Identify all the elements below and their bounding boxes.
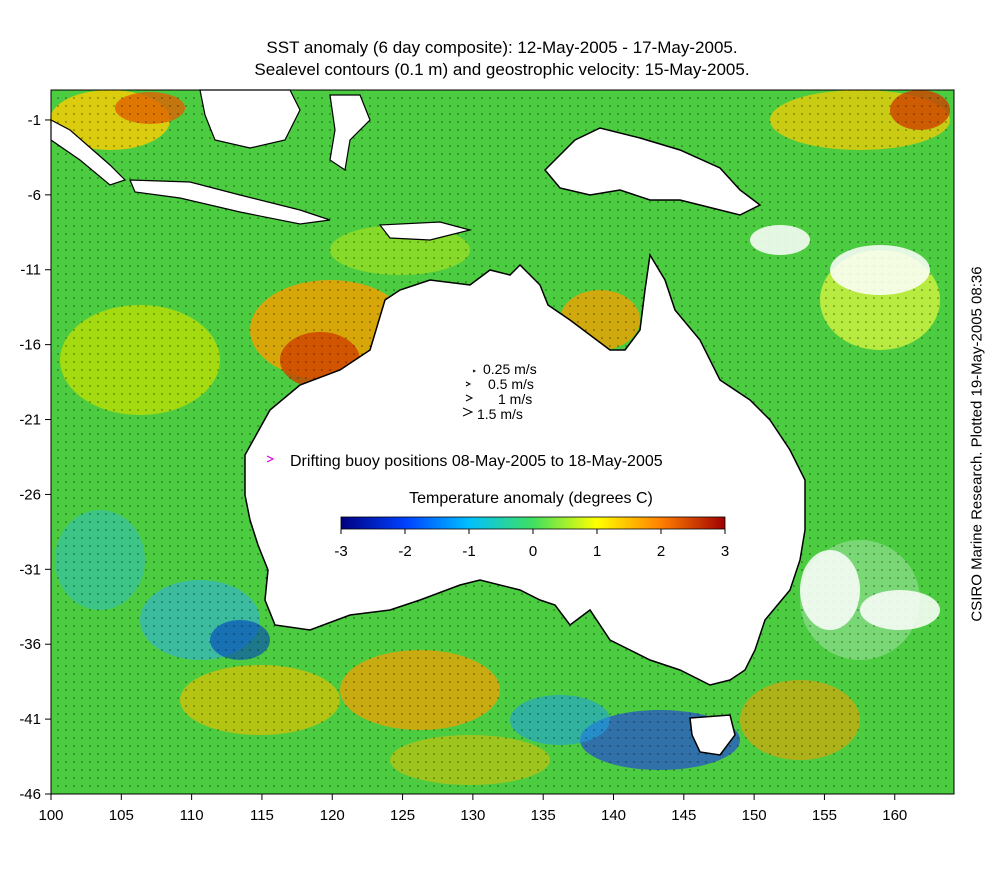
y-tick-label: -36 [19, 636, 41, 653]
buoy-marker-icon [266, 455, 275, 463]
x-tick-label: 140 [601, 807, 626, 824]
colorbar-tick-label: -2 [398, 543, 411, 560]
x-tick-label: 135 [531, 807, 556, 824]
x-tick-label: 100 [38, 807, 63, 824]
colorbar-tick-label: 1 [593, 543, 601, 560]
y-axis: -1 -6 -11 -16 -21 -26 -31 -36 -41 -46 [19, 112, 51, 803]
colorbar-tick-label: -1 [462, 543, 475, 560]
x-tick-label: 110 [180, 807, 204, 824]
velocity-arrow-icon-1 [472, 369, 477, 373]
x-tick-label: 155 [812, 807, 837, 824]
colorbar-ticks: -3 -2 -1 0 1 2 3 [334, 529, 729, 560]
buoy-legend-label: Drifting buoy positions 08-May-2005 to 1… [290, 453, 663, 470]
y-tick-label: -11 [20, 262, 41, 279]
credit-text-wrapper: CSIRO Marine Research. Plotted 19-May-20… [969, 266, 987, 621]
colorbar: Temperature anomaly (degrees C) -3 -2 -1 0 1… [334, 490, 729, 560]
y-tick-label: -26 [19, 486, 41, 503]
map-title-line1: SST anomaly (6 day composite): 12-May-20… [266, 38, 738, 57]
velocity-arrow-icon-3 [465, 394, 474, 402]
map-title-line2: Sealevel contours (0.1 m) and geostrophi… [254, 60, 750, 79]
y-tick-label: -6 [28, 187, 41, 204]
colorbar-tick-label: -3 [334, 543, 347, 560]
plot-area [50, 89, 955, 795]
buoy-legend: Drifting buoy positions 08-May-2005 to 1… [266, 453, 663, 470]
sulawesi-landmass [329, 94, 371, 172]
velocity-key-label-4: 1.5 m/s [477, 406, 523, 422]
y-tick-label: -31 [19, 561, 41, 578]
velocity-arrow-icon-4 [462, 407, 474, 417]
colorbar-tick-label: 3 [721, 543, 729, 560]
colorbar-tick-label: 2 [657, 543, 665, 560]
velocity-key: 0.25 m/s 0.5 m/s 1 m/s 1.5 m/s [462, 361, 537, 422]
y-tick-label: -41 [19, 711, 41, 728]
timor-landmass [378, 221, 473, 241]
credit-text: CSIRO Marine Research. Plotted 19-May-20… [968, 266, 986, 622]
velocity-key-label-1: 0.25 m/s [483, 361, 537, 377]
x-tick-label: 125 [390, 807, 415, 824]
x-tick-label: 160 [882, 807, 907, 824]
y-tick-label: -1 [28, 112, 41, 129]
plot-frame [50, 89, 955, 795]
java-landmass [129, 179, 331, 225]
x-tick-label: 145 [671, 807, 696, 824]
colorbar-title: Temperature anomaly (degrees C) [409, 490, 653, 507]
x-tick-label: 105 [109, 807, 134, 824]
x-tick-label: 120 [320, 807, 345, 824]
velocity-arrow-icon-2 [465, 381, 472, 387]
velocity-key-label-3: 1 m/s [498, 391, 532, 407]
velocity-key-label-2: 0.5 m/s [488, 376, 534, 392]
x-tick-label: 150 [742, 807, 767, 824]
australia-landmass [244, 252, 806, 686]
no-data-areas [750, 225, 940, 630]
x-axis: 100 105 110 115 120 125 130 135 140 145 150 155 160 [38, 794, 907, 824]
tasmania-landmass [689, 714, 736, 756]
colorbar-gradient [340, 516, 726, 530]
y-tick-label: -16 [19, 337, 41, 354]
y-tick-label: -21 [19, 412, 41, 429]
borneo-landmass [199, 89, 301, 149]
new-guinea-landmass [543, 127, 762, 216]
x-tick-label: 115 [250, 807, 274, 824]
x-tick-label: 130 [460, 807, 485, 824]
colorbar-tick-label: 0 [529, 543, 537, 560]
sumatra-landmass [50, 119, 127, 186]
y-tick-label: -46 [19, 786, 41, 803]
